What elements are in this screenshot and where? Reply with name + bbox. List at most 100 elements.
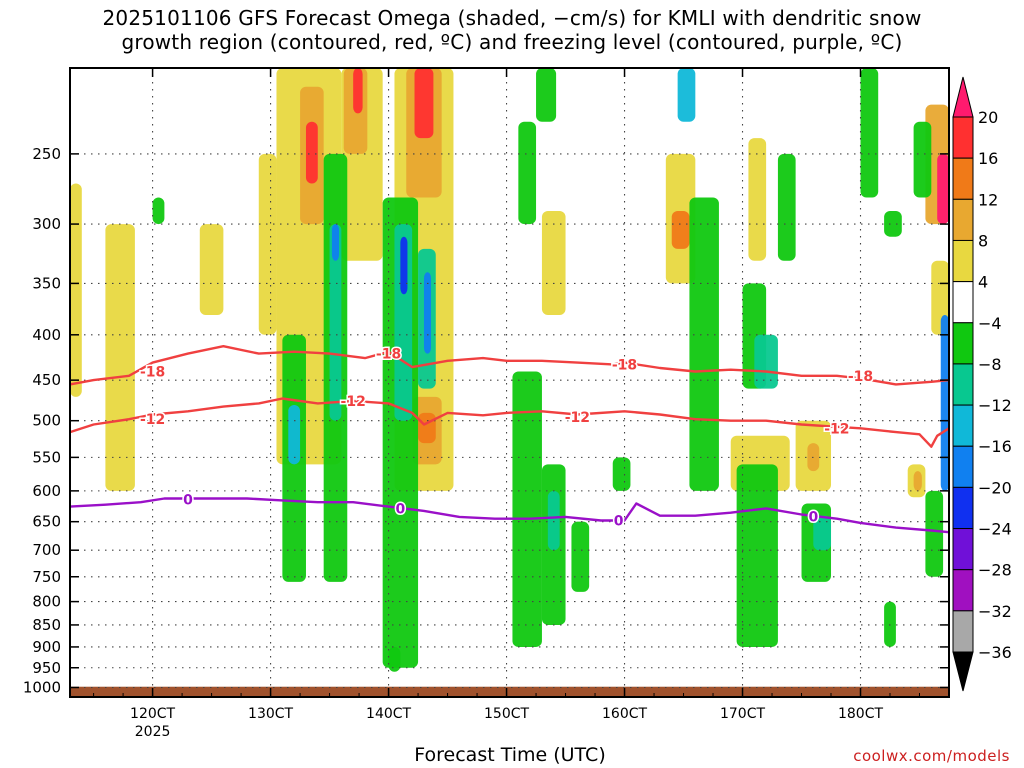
- y-tick-label: 300: [32, 215, 61, 233]
- colorbar-cap-bottom: [952, 651, 974, 692]
- contour-line: [70, 397, 949, 448]
- omega-shading: [70, 68, 949, 672]
- omega-patch: [571, 521, 590, 592]
- colorbar-swatch: [952, 198, 974, 241]
- contour-line: [70, 345, 949, 386]
- colorbar-swatch: [952, 528, 974, 571]
- colorbar-swatch: [952, 569, 974, 612]
- omega-patch: [258, 153, 277, 335]
- colorbar-label: 4: [978, 273, 988, 292]
- colorbar-swatch: [952, 363, 974, 406]
- contour-label: -12: [824, 421, 849, 437]
- title-line-2: growth region (contoured, red, ºC) and f…: [121, 30, 903, 54]
- contour-label: -18: [848, 369, 873, 385]
- y-tick-label: 900: [32, 638, 61, 656]
- y-tick-label: 700: [32, 541, 61, 559]
- y-tick-label: 450: [32, 371, 61, 389]
- y-tick-label: 350: [32, 274, 61, 292]
- omega-patch: [777, 153, 796, 261]
- colorbar-label: 20: [978, 108, 998, 127]
- y-tick-label: 550: [32, 448, 61, 466]
- omega-patch: [754, 334, 778, 389]
- colorbar-swatch: [952, 445, 974, 488]
- omega-patch: [612, 457, 631, 491]
- colorbar-label: −24: [978, 520, 1012, 539]
- omega-patch: [913, 121, 932, 198]
- title-line-1: 2025101106 GFS Forecast Omega (shaded, −…: [102, 6, 922, 30]
- contour-label: 0: [395, 501, 405, 517]
- omega-patch: [512, 371, 542, 647]
- omega-patch: [860, 68, 879, 198]
- y-axis: 250 300 350 400 450 500 550 600 650 700 750 800 850 9…: [23, 145, 949, 696]
- contour-label: -18: [612, 357, 637, 373]
- contour-label: -12: [565, 410, 590, 426]
- omega-patch: [937, 153, 949, 225]
- colorbar-swatch: [952, 157, 974, 200]
- credit-link[interactable]: coolwx.com/models: [853, 747, 1010, 765]
- omega-patch: [199, 224, 224, 316]
- omega-patch: [736, 464, 778, 647]
- plot-frame: [69, 67, 950, 698]
- y-tick-label: 1000: [23, 678, 61, 696]
- omega-patch: [547, 490, 560, 551]
- colorbar-swatch: [952, 239, 974, 283]
- omega-patch: [677, 68, 696, 122]
- colorbar-label: 12: [978, 190, 998, 209]
- x-axis: 120CT 2025 130CT 140CT 150CT 160CT 170CT 180CT: [93, 68, 921, 740]
- omega-patch: [671, 211, 690, 249]
- omega-patch: [913, 471, 922, 491]
- y-tick-label: 250: [32, 145, 61, 163]
- colorbar-label: −16: [978, 437, 1012, 456]
- omega-patch: [329, 224, 342, 421]
- omega-patch: [940, 315, 949, 491]
- colorbar-swatch: [952, 404, 974, 447]
- omega-patch: [813, 515, 832, 551]
- colorbar-swatch: [952, 322, 974, 365]
- contour-line: [70, 497, 949, 534]
- x-tick-label: 170CT: [720, 706, 765, 722]
- x-axis-title: Forecast Time (UTC): [414, 744, 606, 766]
- contour-label: -18: [140, 364, 165, 380]
- colorbar-label: −36: [978, 643, 1012, 662]
- colorbar-label: −20: [978, 478, 1012, 497]
- y-tick-label: 500: [32, 412, 61, 430]
- colorbar-label: 8: [978, 231, 988, 250]
- contour-label: 0: [808, 509, 818, 525]
- colorbar-label: −32: [978, 602, 1012, 621]
- x-tick-sublabel: 2025: [135, 724, 171, 740]
- x-tick-label: 120CT: [130, 706, 175, 722]
- y-tick-label: 600: [32, 482, 61, 500]
- omega-patch: [536, 68, 557, 122]
- colorbar-label: −12: [978, 396, 1012, 415]
- temperature-contours: -18 -18 -18 -18 -12 -12 -12 -12 0 0 0 0: [70, 345, 949, 534]
- omega-patch: [884, 211, 902, 237]
- omega-patch: [70, 183, 82, 397]
- x-tick-label: 140CT: [366, 706, 411, 722]
- omega-patch: [748, 138, 767, 261]
- x-tick-label: 160CT: [602, 706, 647, 722]
- surface-fill: [70, 686, 949, 697]
- colorbar-label: −28: [978, 561, 1012, 580]
- omega-patch: [388, 646, 401, 672]
- colorbar-cap-top: [952, 76, 974, 118]
- omega-patch: [288, 404, 301, 465]
- colorbar-label: −8: [978, 355, 1002, 374]
- omega-patch: [152, 197, 165, 225]
- colorbar-swatch: [952, 486, 974, 530]
- contour-label: -12: [341, 394, 366, 410]
- omega-patch: [331, 224, 340, 261]
- surface-terrain: [70, 686, 949, 697]
- y-tick-label: 950: [32, 659, 61, 677]
- colorbar-swatch: [952, 610, 974, 653]
- omega-patch: [353, 68, 363, 114]
- y-tick-label: 750: [32, 568, 61, 586]
- chart-title: 2025101106 GFS Forecast Omega (shaded, −…: [0, 6, 1024, 54]
- colorbar-label: −4: [978, 314, 1002, 333]
- y-tick-label: 850: [32, 616, 61, 634]
- contour-label: 0: [183, 493, 193, 509]
- contour-label: -12: [140, 412, 165, 428]
- omega-patch: [925, 490, 944, 577]
- x-tick-label: 130CT: [248, 706, 293, 722]
- colorbar-label: 16: [978, 149, 998, 168]
- omega-patch: [518, 121, 537, 225]
